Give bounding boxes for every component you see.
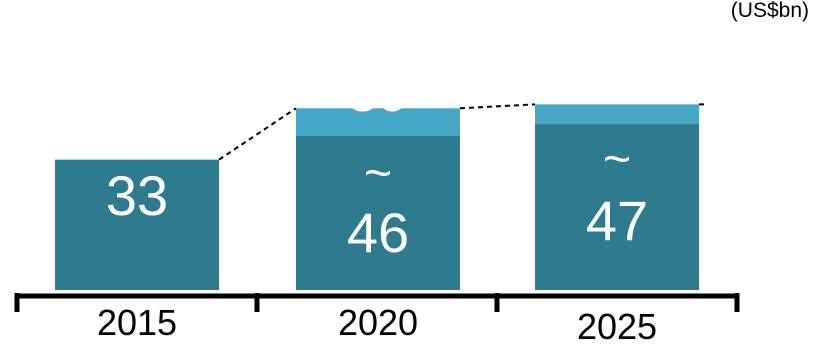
bar-2020 <box>296 135 460 290</box>
connector-line <box>459 103 536 110</box>
bar-chart-svg <box>14 103 740 312</box>
unit-label: (US$bn) <box>730 0 809 22</box>
data-label-low: 39 <box>346 60 410 123</box>
data-label-high: 46 <box>346 201 410 264</box>
data-label-separator: ~ <box>363 147 393 200</box>
x-tick-label: 2020 <box>337 302 419 343</box>
bar-2025 <box>535 124 699 290</box>
x-tick-label: 2015 <box>96 302 178 343</box>
data-label-low: 42 <box>585 46 649 109</box>
x-tick-label: 2025 <box>576 306 658 347</box>
data-label: 33 <box>105 164 169 227</box>
bar-range-2025 <box>535 104 699 125</box>
bar-range-2020 <box>296 108 460 136</box>
data-label-separator: ~ <box>602 133 632 186</box>
connector-line <box>218 107 297 161</box>
data-label-high: 47 <box>585 189 649 252</box>
bar-2015 <box>55 159 219 290</box>
